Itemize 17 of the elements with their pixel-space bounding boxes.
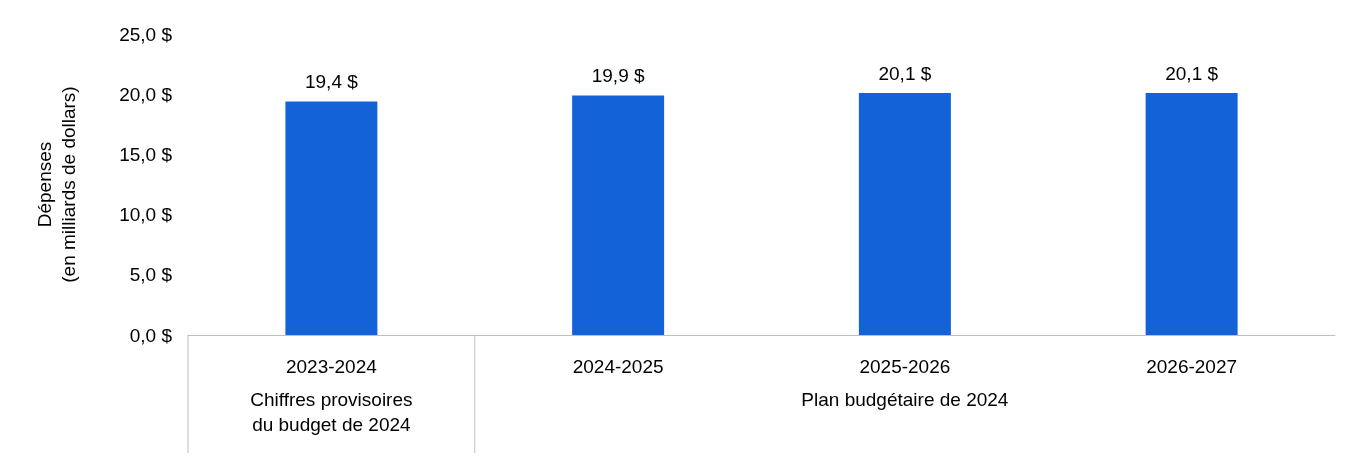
y-tick-label: 10,0 $	[119, 204, 173, 226]
data-label: 20,1 $	[1165, 63, 1219, 84]
x-tick-label: 2025-2026	[859, 356, 951, 377]
x-tick-label: 2026-2027	[1146, 356, 1238, 377]
text: Plan budgétaire de 2024	[801, 389, 1009, 410]
data-label: 19,4 $	[304, 71, 359, 93]
x-tick-label: 2024-2025	[572, 356, 664, 377]
y-tick-label: 15,0 $	[119, 143, 173, 165]
y-tick-label: 25,0 $	[119, 23, 173, 45]
data-label: 19,9 $	[591, 65, 645, 87]
y-tick-label: 20,0 $	[119, 83, 173, 105]
text: Chiffres provisoires du budget de 2024	[250, 389, 413, 435]
data-label: 20,1 $	[878, 63, 932, 84]
y-tick-label: 0,0 $	[129, 324, 173, 346]
x-tick-label: 2023-2024	[285, 356, 378, 377]
y-axis-title: Dépenses (en milliards de dollars)	[33, 86, 79, 283]
y-tick-label: 5,0 $	[129, 264, 173, 286]
